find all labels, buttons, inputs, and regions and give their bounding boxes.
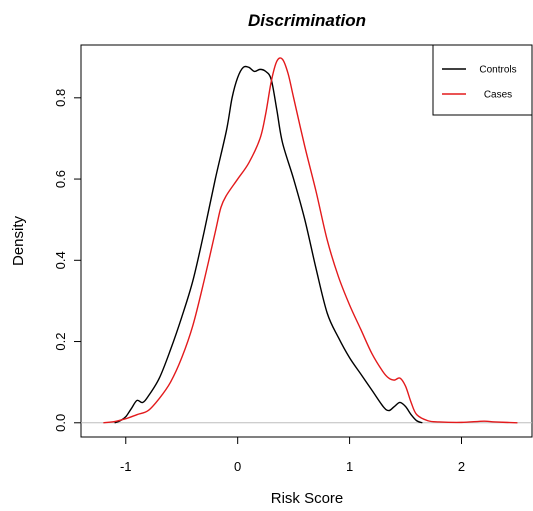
series-layer (103, 57, 518, 424)
x-tick-label: 2 (458, 459, 465, 474)
y-tick-label: 0.8 (53, 89, 68, 107)
y-axis: 0.0 0.2 0.4 0.6 0.8 (53, 89, 82, 432)
y-tick-label: 0.2 (53, 332, 68, 350)
chart-title: Discrimination (248, 11, 366, 30)
x-tick-label: 0 (234, 459, 241, 474)
series-line-controls (114, 65, 423, 424)
legend: Controls Cases (432, 44, 533, 116)
y-tick-label: 0.6 (53, 170, 68, 188)
legend-items: Controls Cases (442, 65, 517, 101)
y-tick-label: 0.0 (53, 414, 68, 432)
x-axis: -1 0 1 2 (120, 436, 465, 474)
legend-label-cases: Cases (484, 90, 512, 101)
y-tick-label: 0.4 (53, 251, 68, 269)
x-tick-label: -1 (120, 459, 132, 474)
y-axis-label: Density (10, 215, 27, 266)
legend-label-controls: Controls (479, 65, 516, 76)
legend-box (432, 44, 533, 116)
series-line-cases (103, 57, 518, 424)
x-tick-label: 1 (346, 459, 353, 474)
x-axis-label: Risk Score (271, 490, 344, 507)
